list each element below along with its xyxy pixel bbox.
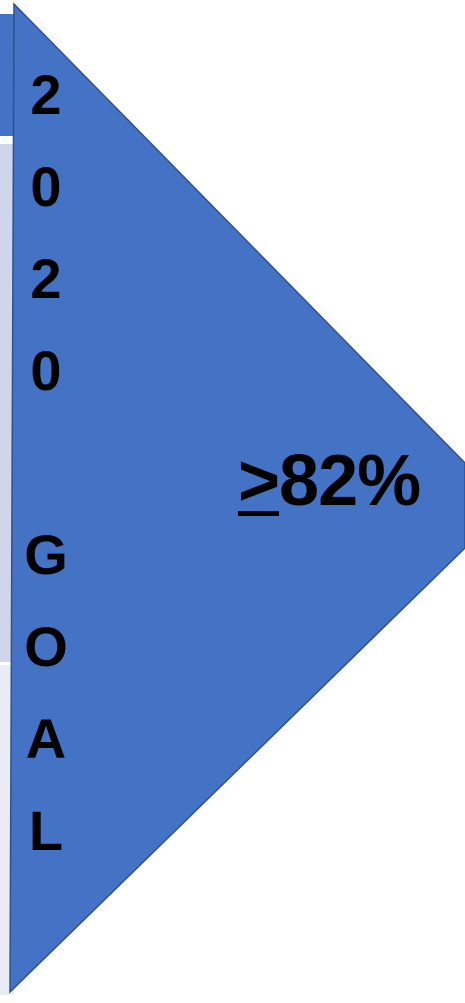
goal-arrow-shape [9,2,465,994]
goal-letter: G [24,523,68,586]
goal-letter: 0 [30,339,62,402]
target-percentage: 82% [279,441,421,521]
goal-letter-spacer [22,428,70,520]
goal-letter: O [24,615,68,678]
side-strip-top [0,14,14,136]
target-value: >82% [238,440,421,522]
greater-equal-symbol: > [238,441,280,521]
goal-letter: 0 [30,155,62,218]
goal-letter: 2 [30,63,62,126]
goal-letter: 2 [30,247,62,310]
goal-letter: A [25,707,67,770]
side-strip-middle [0,144,14,662]
goal-label-vertical: 2 0 2 0 G O A L [22,60,82,888]
goal-letter: L [28,799,64,862]
